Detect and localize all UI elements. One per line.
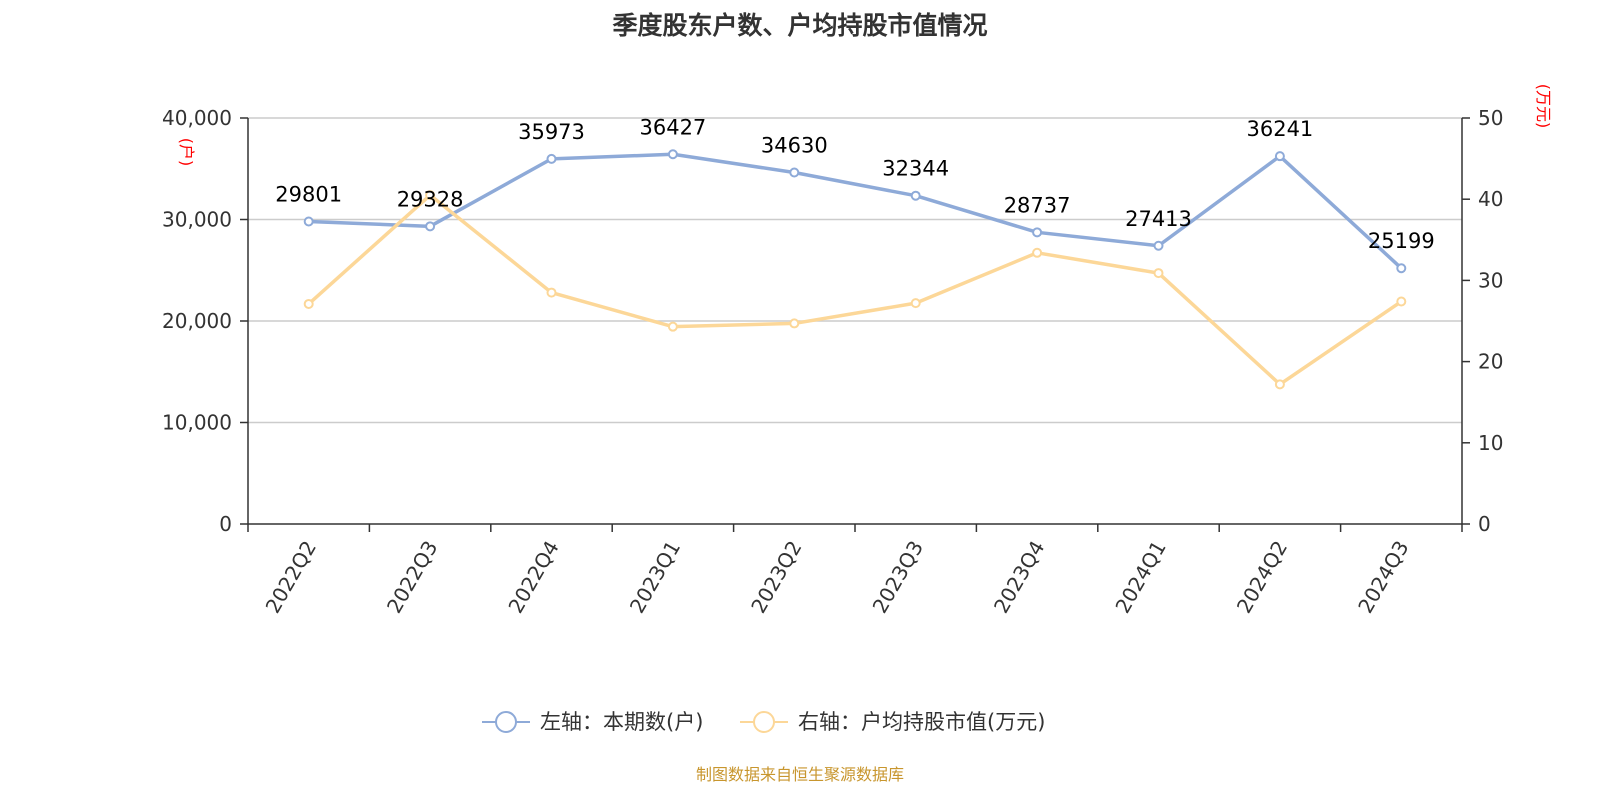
series-point-holders [667, 149, 678, 160]
right-axis-tick-label: 20 [1478, 350, 1503, 374]
x-axis-tick-label: 2022Q2 [261, 537, 321, 618]
right-axis-unit: (万元) [1534, 84, 1553, 129]
x-axis-tick-label: 2024Q1 [1110, 537, 1170, 618]
data-label: 29801 [275, 183, 342, 207]
data-label: 34630 [761, 134, 828, 158]
series-point-market-value [1032, 247, 1043, 258]
right-axis-tick-label: 30 [1478, 268, 1503, 292]
data-label: 32344 [882, 157, 949, 181]
legend: 左轴：本期数(户) 右轴：户均持股市值(万元) [482, 710, 1045, 734]
source-note: 制图数据来自恒生聚源数据库 [696, 765, 904, 784]
x-axis-tick-label: 2022Q4 [503, 537, 563, 618]
data-label: 36427 [639, 115, 706, 139]
data-label: 27413 [1125, 207, 1192, 231]
x-axis-tick-label: 2024Q2 [1232, 537, 1292, 618]
legend-label: 右轴：户均持股市值(万元) [798, 710, 1045, 734]
series-point-market-value [1153, 268, 1164, 279]
series-point-market-value [667, 321, 678, 332]
series-point-holders [425, 221, 436, 232]
left-axis-tick-label: 10,000 [162, 411, 232, 435]
left-axis-tick-label: 40,000 [162, 106, 232, 130]
series-point-holders [1153, 240, 1164, 251]
right-axis-tick-label: 0 [1478, 512, 1491, 536]
series-point-holders [1396, 263, 1407, 274]
series-point-market-value [425, 190, 436, 201]
series-point-holders [1032, 227, 1043, 238]
series-point-market-value [546, 287, 557, 298]
x-axis-tick-label: 2023Q1 [625, 537, 685, 618]
left-axis-tick-label: 0 [219, 512, 232, 536]
data-labels: 29801 29328 35973 36427 34630 32344 28737 27413… [275, 115, 1434, 253]
right-axis-tick-label: 10 [1478, 431, 1503, 455]
data-label: 25199 [1368, 229, 1435, 253]
data-label: 36241 [1246, 117, 1313, 141]
series-line-holders [308, 152, 1403, 270]
grid-lines [248, 117, 1462, 424]
chart-title: 季度股东户数、户均持股市值情况 [612, 11, 988, 40]
legend-label: 左轴：本期数(户) [540, 710, 703, 734]
x-axis-tick-label: 2023Q3 [868, 537, 928, 618]
x-axis-tick-label: 2022Q3 [382, 537, 442, 618]
x-axis-tick-label: 2024Q3 [1353, 537, 1413, 618]
series-point-holders [546, 153, 557, 164]
series-point-market-value [1274, 379, 1285, 390]
right-axis-tick-label: 40 [1478, 187, 1503, 211]
series-point-market-value [789, 318, 800, 329]
axes: 0 10,000 20,000 30,000 40,000 (户) 0 10 20 30 40 50 (… [162, 84, 1553, 617]
data-label: 28737 [1004, 193, 1071, 217]
left-axis-unit: (户) [177, 138, 196, 167]
data-label: 35973 [518, 120, 585, 144]
series-point-holders [1274, 151, 1285, 162]
legend-marker [495, 711, 517, 733]
series-point-market-value [910, 298, 921, 309]
series-line-market-value [307, 193, 1403, 387]
x-axis-tick-label: 2023Q2 [746, 537, 806, 618]
left-axis-tick-label: 20,000 [162, 309, 232, 333]
series-point-holders [789, 167, 800, 178]
series-layer [303, 149, 1407, 390]
series-point-market-value [303, 298, 314, 309]
legend-marker [753, 711, 775, 733]
left-axis-tick-label: 30,000 [162, 208, 232, 232]
x-axis-tick-label: 2023Q4 [989, 537, 1049, 618]
series-point-market-value [1396, 296, 1407, 307]
series-point-holders [303, 216, 314, 227]
series-point-holders [910, 190, 921, 201]
right-axis-tick-label: 50 [1478, 106, 1503, 130]
data-label: 29328 [397, 187, 464, 211]
